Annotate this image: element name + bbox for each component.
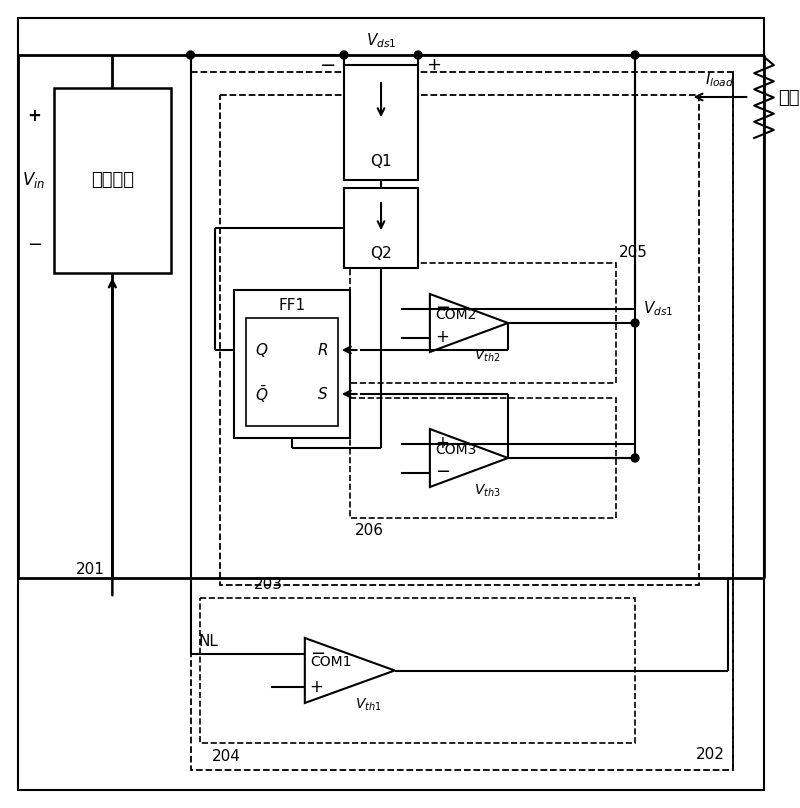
Bar (220, 95, 698, 585)
Bar (246, 318, 338, 426)
Circle shape (631, 319, 639, 327)
Text: −: − (434, 300, 450, 318)
Text: 201: 201 (76, 562, 105, 578)
Text: $V_{th3}$: $V_{th3}$ (474, 482, 501, 499)
Text: $V_{in}$: $V_{in}$ (22, 170, 46, 191)
Text: COM1: COM1 (310, 655, 352, 670)
Text: $\bar{Q}$: $\bar{Q}$ (255, 384, 269, 405)
Bar (350, 398, 615, 518)
Bar (190, 72, 733, 770)
Text: 205: 205 (618, 245, 647, 260)
Text: −: − (320, 56, 336, 74)
Text: 206: 206 (354, 523, 384, 538)
Text: $R$: $R$ (317, 342, 328, 358)
Text: COM3: COM3 (436, 443, 477, 457)
Text: $V_{ds1}$: $V_{ds1}$ (643, 299, 674, 318)
Bar (344, 188, 418, 268)
Circle shape (186, 51, 194, 59)
Text: Q2: Q2 (370, 246, 392, 260)
Text: 203: 203 (254, 577, 283, 592)
Text: 负载: 负载 (778, 89, 799, 107)
Text: $V_{ds1}$: $V_{ds1}$ (366, 32, 396, 50)
Text: +: + (426, 56, 441, 74)
Bar (234, 290, 350, 438)
Text: Q1: Q1 (370, 154, 392, 170)
Circle shape (631, 454, 639, 462)
Text: $I_{load}$: $I_{load}$ (706, 70, 734, 89)
Text: +: + (27, 107, 42, 125)
Text: 204: 204 (212, 749, 241, 764)
Bar (200, 598, 635, 743)
Text: COM2: COM2 (436, 308, 477, 322)
Text: $V_{th2}$: $V_{th2}$ (474, 347, 501, 364)
Text: FF1: FF1 (278, 297, 306, 313)
Text: −: − (27, 236, 42, 254)
Circle shape (340, 51, 348, 59)
Text: NL: NL (198, 634, 218, 650)
Circle shape (414, 51, 422, 59)
Text: +: + (434, 435, 449, 452)
Text: +: + (434, 329, 449, 347)
Text: +: + (310, 678, 323, 696)
Circle shape (631, 51, 639, 59)
Text: $Q$: $Q$ (255, 341, 269, 359)
Bar (350, 263, 615, 383)
Bar (54, 88, 171, 273)
Text: −: − (310, 646, 325, 663)
Text: 202: 202 (696, 747, 725, 762)
Text: −: − (434, 464, 450, 482)
Bar (344, 65, 418, 180)
Text: 开关电路: 开关电路 (91, 171, 134, 190)
Text: $S$: $S$ (317, 386, 328, 402)
Text: $V_{th1}$: $V_{th1}$ (354, 696, 382, 713)
